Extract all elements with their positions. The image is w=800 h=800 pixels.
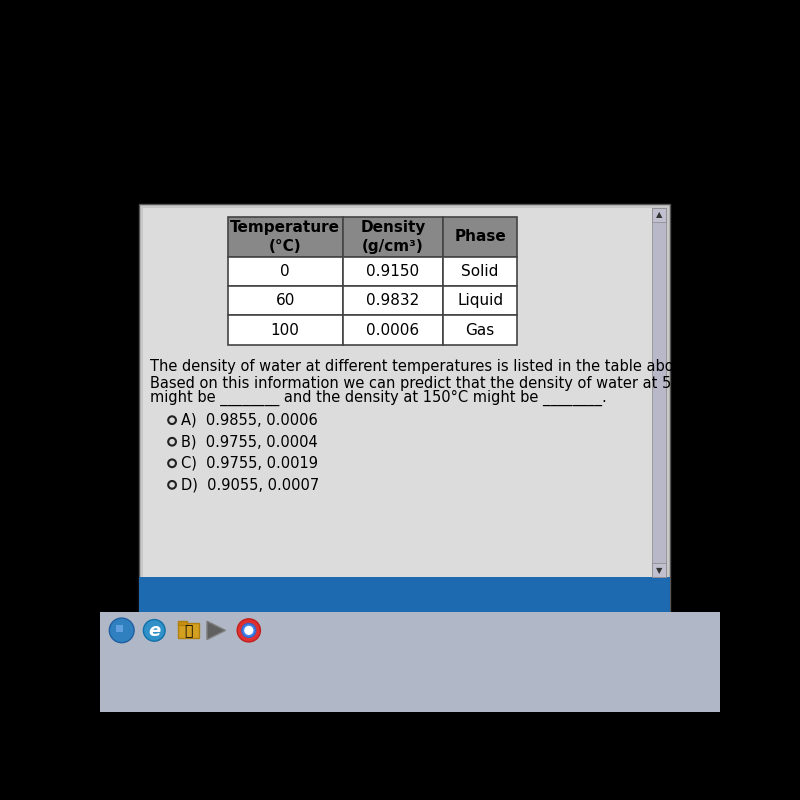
Text: might be ________ and the density at 150°C might be ________.: might be ________ and the density at 150… bbox=[150, 390, 607, 406]
Circle shape bbox=[110, 618, 134, 642]
Bar bbox=[443, 315, 517, 345]
Text: 100: 100 bbox=[270, 322, 300, 338]
Text: Temperature
(°C): Temperature (°C) bbox=[230, 220, 340, 254]
Bar bbox=[342, 286, 443, 315]
Bar bbox=[342, 257, 443, 286]
Bar bbox=[119, 625, 123, 629]
Bar bbox=[342, 217, 443, 257]
Text: 0: 0 bbox=[281, 264, 290, 279]
Bar bbox=[443, 286, 517, 315]
Text: 0.9150: 0.9150 bbox=[366, 264, 419, 279]
Circle shape bbox=[242, 623, 256, 638]
Circle shape bbox=[245, 626, 253, 634]
Bar bbox=[119, 628, 123, 632]
Bar bbox=[142, 208, 666, 578]
Bar bbox=[652, 563, 666, 578]
Bar bbox=[100, 612, 720, 712]
Bar bbox=[138, 578, 670, 612]
Circle shape bbox=[143, 619, 165, 641]
Bar bbox=[342, 315, 443, 345]
Text: Density
(g/cm³): Density (g/cm³) bbox=[360, 220, 426, 254]
Polygon shape bbox=[207, 621, 226, 640]
Text: C)  0.9755, 0.0019: C) 0.9755, 0.0019 bbox=[181, 456, 318, 470]
Text: Phase: Phase bbox=[454, 230, 506, 245]
Text: 0.0006: 0.0006 bbox=[366, 322, 419, 338]
Bar bbox=[228, 315, 342, 345]
Text: 60: 60 bbox=[275, 294, 295, 308]
Text: A)  0.9855, 0.0006: A) 0.9855, 0.0006 bbox=[181, 413, 318, 428]
Bar bbox=[116, 625, 120, 629]
Text: Solid: Solid bbox=[462, 264, 499, 279]
Bar bbox=[652, 208, 666, 578]
Text: e: e bbox=[148, 622, 160, 640]
Text: 👤: 👤 bbox=[184, 624, 193, 638]
Bar bbox=[443, 257, 517, 286]
Bar bbox=[228, 257, 342, 286]
Bar bbox=[228, 286, 342, 315]
Bar bbox=[178, 622, 199, 638]
Text: Based on this information we can predict that the density of water at 50°C: Based on this information we can predict… bbox=[150, 375, 698, 390]
Text: 0.9832: 0.9832 bbox=[366, 294, 419, 308]
Bar bbox=[116, 628, 120, 632]
Bar bbox=[178, 621, 187, 625]
Circle shape bbox=[237, 619, 261, 642]
Bar bbox=[443, 217, 517, 257]
Bar bbox=[138, 204, 670, 612]
Text: ▼: ▼ bbox=[655, 566, 662, 575]
Text: ▲: ▲ bbox=[655, 210, 662, 219]
Text: B)  0.9755, 0.0004: B) 0.9755, 0.0004 bbox=[181, 434, 318, 450]
Bar bbox=[652, 208, 666, 222]
Text: Gas: Gas bbox=[466, 322, 494, 338]
Bar bbox=[228, 217, 342, 257]
Text: D)  0.9055, 0.0007: D) 0.9055, 0.0007 bbox=[181, 478, 319, 492]
Text: Liquid: Liquid bbox=[457, 294, 503, 308]
Text: The density of water at different temperatures is listed in the table above.: The density of water at different temper… bbox=[150, 358, 696, 374]
